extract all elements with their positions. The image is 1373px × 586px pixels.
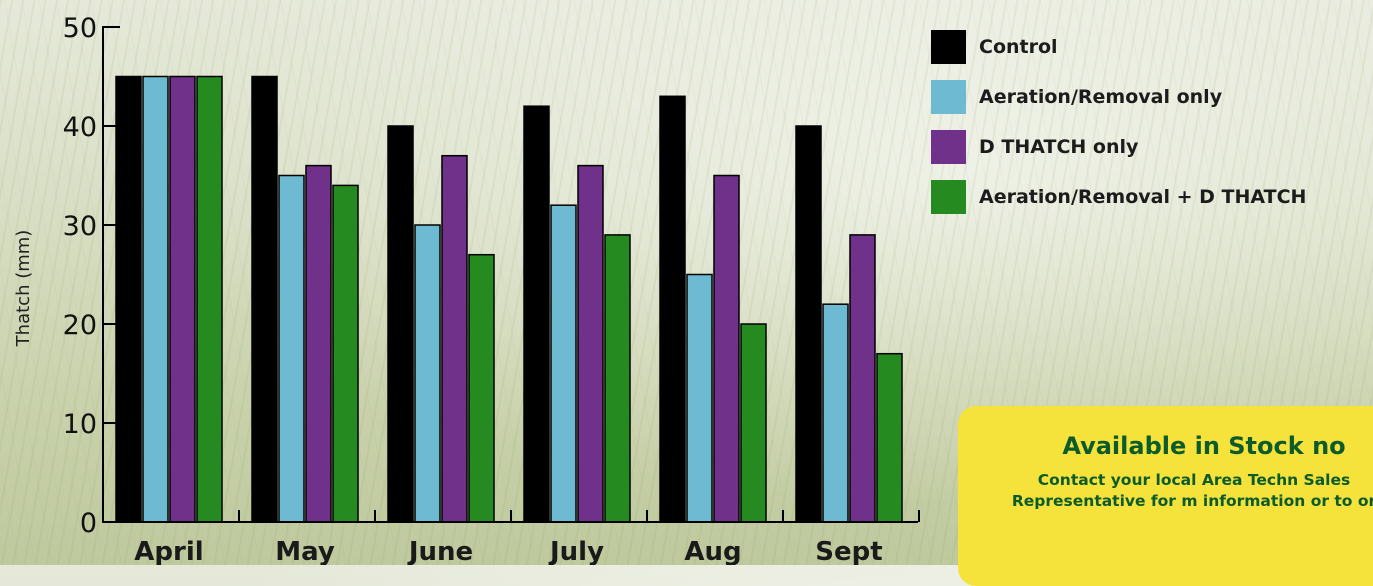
bar-aeration-removal-d-thatch-june [468, 253, 495, 523]
x-tick-label-april: April [134, 537, 203, 565]
bar-d-thatch-only-july [577, 164, 604, 523]
bar-aeration-removal-d-thatch-may [332, 184, 359, 523]
legend-label-aeration-removal-d-thatch: Aeration/Removal + D THATCH [979, 186, 1307, 208]
legend-item-aeration-removal-only: Aeration/Removal only [931, 80, 1306, 114]
y-tick-label: 50 [63, 13, 97, 44]
bar-aeration-removal-only-may [278, 174, 305, 523]
bar-aeration-removal-d-thatch-july [604, 234, 631, 523]
legend-swatch-d-thatch-only [931, 130, 966, 164]
bar-control-sept [795, 125, 822, 523]
promo-title: Available in Stock no [1062, 432, 1346, 460]
legend-label-d-thatch-only: D THATCH only [979, 136, 1139, 158]
bar-aeration-removal-only-june [414, 224, 441, 523]
legend-item-control: Control [931, 30, 1306, 64]
bar-aeration-removal-only-july [550, 204, 577, 523]
bar-d-thatch-only-sept [849, 234, 876, 523]
legend-swatch-aeration-removal-d-thatch [931, 180, 966, 214]
x-tick-label-july: July [548, 537, 604, 565]
y-axis: 0 10 20 30 40 50 [63, 13, 120, 539]
chart-legend: Control Aeration/Removal only D THATCH o… [931, 30, 1306, 230]
bar-aeration-removal-d-thatch-aug [740, 323, 767, 523]
bars [115, 75, 903, 523]
legend-label-aeration-removal-only: Aeration/Removal only [979, 86, 1223, 108]
bar-control-april [115, 75, 142, 523]
legend-item-d-thatch-only: D THATCH only [931, 130, 1306, 164]
bar-d-thatch-only-june [441, 154, 468, 523]
y-tick-label: 40 [63, 112, 97, 143]
x-tick-label-sept: Sept [815, 537, 882, 565]
bar-aeration-removal-d-thatch-sept [876, 352, 903, 523]
legend-swatch-control [931, 30, 966, 64]
bar-chart: 0 10 20 30 40 50 April May June July Aug Sept That… [13, 13, 920, 565]
bar-control-may [251, 75, 278, 523]
legend-swatch-aeration-removal-only [931, 80, 966, 114]
legend-label-control: Control [979, 36, 1058, 58]
bar-aeration-removal-only-aug [686, 273, 713, 523]
legend-item-aeration-removal-d-thatch: Aeration/Removal + D THATCH [931, 180, 1306, 214]
promo-text: Contact your local Area Techn Sales Repr… [1011, 471, 1373, 510]
bar-d-thatch-only-aug [713, 174, 740, 523]
y-axis-label: Thatch (mm) [13, 230, 34, 348]
bar-d-thatch-only-april [169, 75, 196, 523]
bar-d-thatch-only-may [305, 164, 332, 523]
y-tick-label: 30 [63, 211, 97, 242]
y-tick-label: 0 [80, 508, 97, 539]
bar-aeration-removal-only-april [142, 75, 169, 523]
x-axis: April May June July Aug Sept [102, 510, 920, 565]
y-tick-label: 10 [63, 409, 97, 440]
x-tick-label-may: May [275, 537, 335, 565]
x-tick-label-aug: Aug [684, 537, 741, 565]
bar-control-aug [659, 95, 686, 523]
x-tick-label-june: June [407, 537, 473, 565]
bar-control-june [387, 125, 414, 523]
bar-control-july [523, 105, 550, 523]
stock-promo-box: Available in Stock no Contact your local… [958, 406, 1373, 586]
y-tick-label: 20 [63, 310, 97, 341]
bar-aeration-removal-d-thatch-april [196, 75, 223, 523]
bar-aeration-removal-only-sept [822, 303, 849, 523]
